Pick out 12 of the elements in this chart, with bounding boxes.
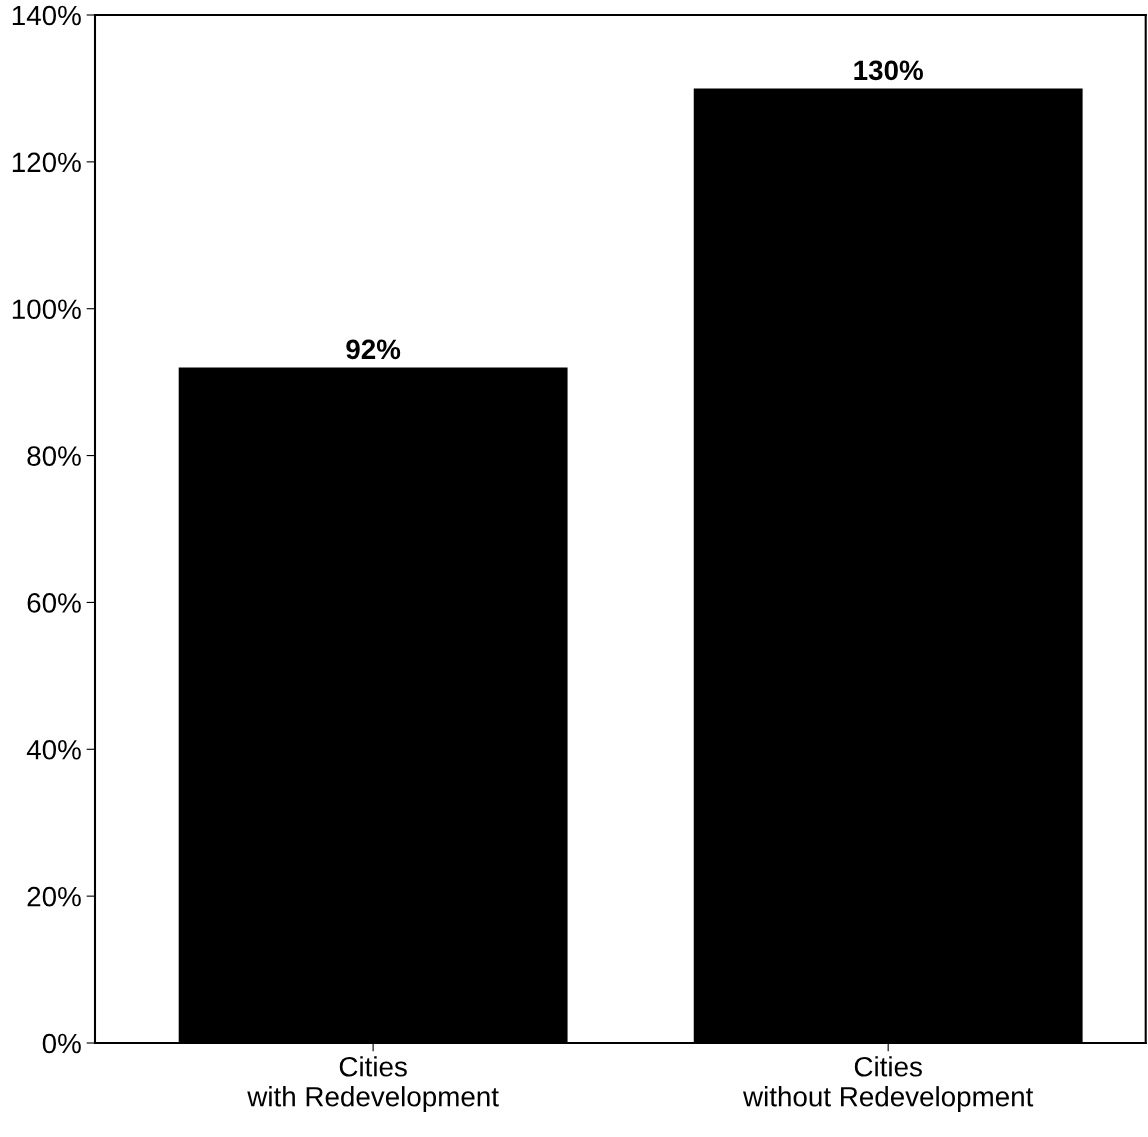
y-tick-label: 80%	[27, 446, 81, 466]
x-tick-label: Cities without Redevelopment	[743, 1056, 1034, 1113]
y-tick-label: 100%	[12, 299, 81, 320]
y-tick-label: 0%	[42, 1033, 81, 1054]
x-tick-label: Cities with Redevelopment	[247, 1056, 499, 1113]
y-tick-label: 140%	[12, 5, 81, 26]
y-tick-label: 60%	[27, 593, 81, 613]
y-tick-label: 40%	[26, 739, 81, 760]
data-label: 92%	[346, 339, 401, 360]
y-tick-label: 20%	[27, 886, 81, 907]
y-tick-label: 120%	[12, 152, 81, 173]
data-label: 130%	[854, 60, 923, 81]
